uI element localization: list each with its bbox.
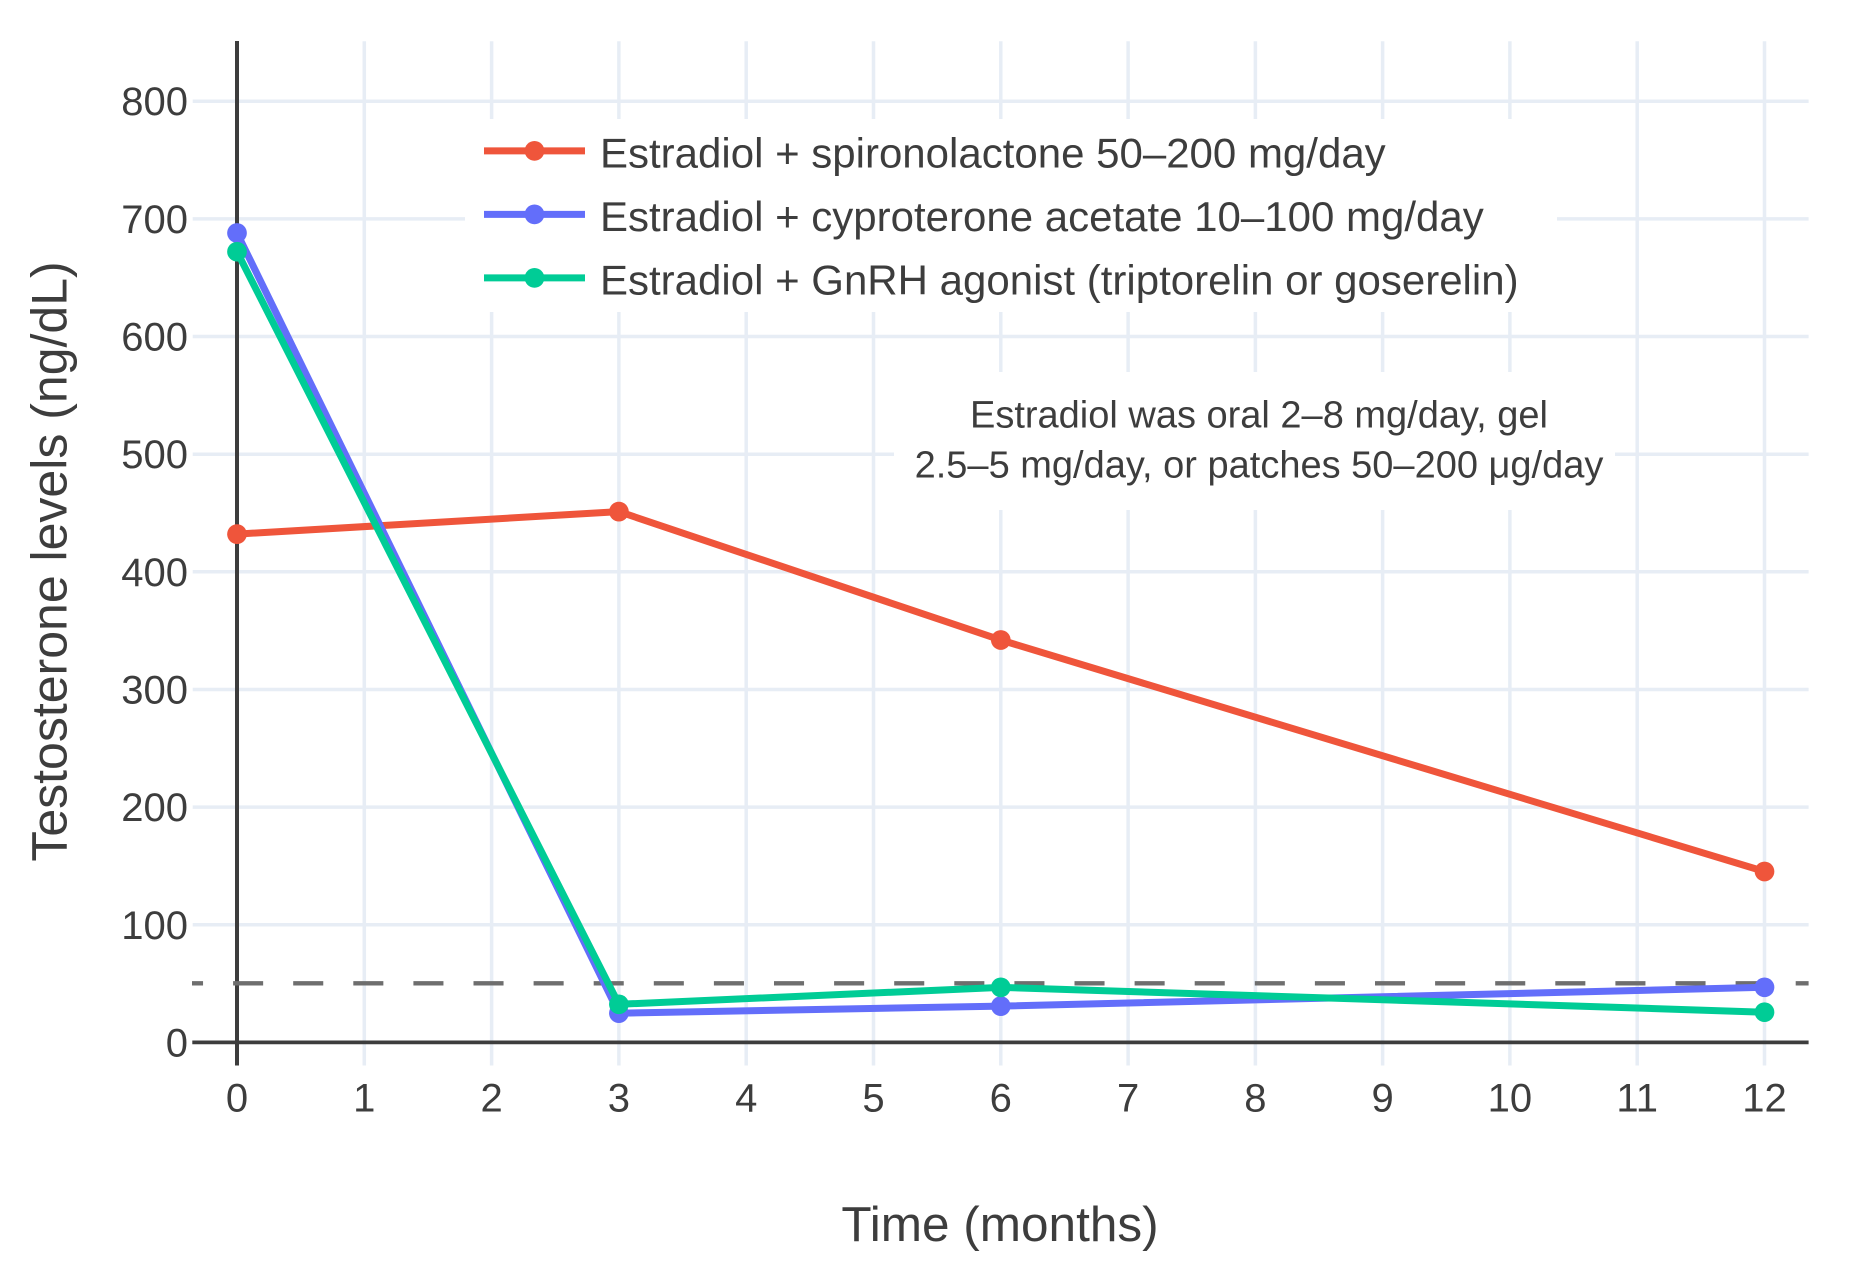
svg-text:Estradiol + spironolactone 50–: Estradiol + spironolactone 50–200 mg/day — [600, 129, 1386, 176]
svg-text:5: 5 — [862, 1077, 884, 1121]
svg-text:7: 7 — [1117, 1077, 1139, 1121]
svg-text:10: 10 — [1488, 1077, 1533, 1121]
svg-text:200: 200 — [121, 786, 188, 830]
svg-text:8: 8 — [1244, 1077, 1266, 1121]
svg-text:12: 12 — [1742, 1077, 1787, 1121]
svg-text:Testosterone levels (ng/dL): Testosterone levels (ng/dL) — [22, 261, 78, 861]
svg-text:2: 2 — [480, 1077, 502, 1121]
svg-text:Estradiol + GnRH agonist (trip: Estradiol + GnRH agonist (triptorelin or… — [600, 256, 1519, 303]
svg-text:Estradiol + cyproterone acetat: Estradiol + cyproterone acetate 10–100 m… — [600, 193, 1484, 240]
svg-text:100: 100 — [121, 904, 188, 948]
svg-text:9: 9 — [1371, 1077, 1393, 1121]
svg-text:0: 0 — [166, 1021, 188, 1065]
svg-text:4: 4 — [735, 1077, 757, 1121]
svg-text:1: 1 — [353, 1077, 375, 1121]
svg-text:300: 300 — [121, 669, 188, 713]
svg-text:3: 3 — [608, 1077, 630, 1121]
svg-text:Estradiol was oral 2–8 mg/day,: Estradiol was oral 2–8 mg/day, gel — [970, 394, 1548, 436]
svg-text:11: 11 — [1616, 1077, 1658, 1121]
svg-text:800: 800 — [121, 80, 188, 124]
svg-text:400: 400 — [121, 551, 188, 595]
svg-text:700: 700 — [121, 198, 188, 242]
svg-text:2.5–5 mg/day, or patches 50–20: 2.5–5 mg/day, or patches 50–200 μg/day — [915, 445, 1604, 487]
svg-text:500: 500 — [121, 433, 188, 477]
svg-text:Time (months): Time (months) — [841, 1197, 1158, 1252]
svg-text:600: 600 — [121, 316, 188, 360]
svg-text:6: 6 — [990, 1077, 1012, 1121]
svg-text:0: 0 — [226, 1077, 248, 1121]
